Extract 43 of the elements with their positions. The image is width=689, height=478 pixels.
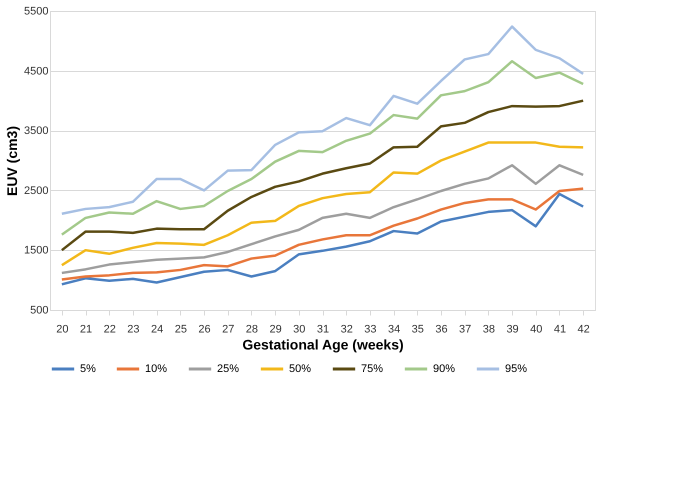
y-tick-label: 4500 [24, 65, 48, 78]
y-tick-label: 500 [30, 304, 48, 316]
legend-label: 90% [433, 363, 456, 375]
x-tick-label: 42 [578, 324, 590, 336]
x-tick-label: 22 [104, 324, 116, 336]
line-series [60, 141, 584, 266]
x-tick-label: 31 [316, 324, 330, 336]
legend-label: 75% [361, 363, 384, 375]
line-series [60, 164, 584, 274]
y-tick-label: 1500 [24, 244, 48, 257]
x-tick-label: 37 [459, 324, 472, 336]
line-series [60, 60, 584, 236]
legend-label: 25% [217, 363, 240, 375]
x-tick-label: 20 [56, 324, 68, 336]
line-series [60, 25, 584, 215]
x-tick-label: 38 [482, 324, 495, 336]
x-tick-label: 29 [269, 324, 282, 336]
line-series [60, 99, 584, 252]
x-tick-label: 28 [246, 324, 258, 336]
x-tick-label: 21 [80, 324, 92, 336]
y-tick-label: 3500 [24, 125, 48, 138]
x-tick-label: 36 [435, 324, 448, 336]
legend-label: 50% [289, 363, 312, 375]
x-tick-label: 40 [530, 324, 542, 336]
x-tick-label: 24 [151, 324, 164, 336]
legend-label: 95% [505, 363, 528, 375]
x-tick-label: 27 [222, 324, 234, 336]
x-axis-title: Gestational Age (weeks) [242, 336, 404, 352]
x-tick-label: 23 [127, 324, 140, 336]
x-tick-label: 33 [364, 324, 377, 336]
y-axis-title: EUV (cm3) [4, 126, 20, 196]
x-tick-label: 41 [554, 324, 566, 336]
y-tick-label: 5500 [24, 6, 48, 18]
legend-label: 10% [145, 363, 168, 375]
x-tick-label: 25 [174, 324, 187, 336]
x-tick-label: 30 [293, 324, 306, 336]
x-tick-label: 34 [388, 324, 400, 336]
x-tick-label: 39 [506, 324, 519, 336]
legend-label: 5% [80, 363, 96, 375]
x-tick-label: 26 [198, 324, 211, 336]
x-tick-label: 35 [412, 324, 424, 336]
x-tick-label: 32 [340, 324, 353, 336]
y-tick-label: 2500 [24, 184, 48, 197]
